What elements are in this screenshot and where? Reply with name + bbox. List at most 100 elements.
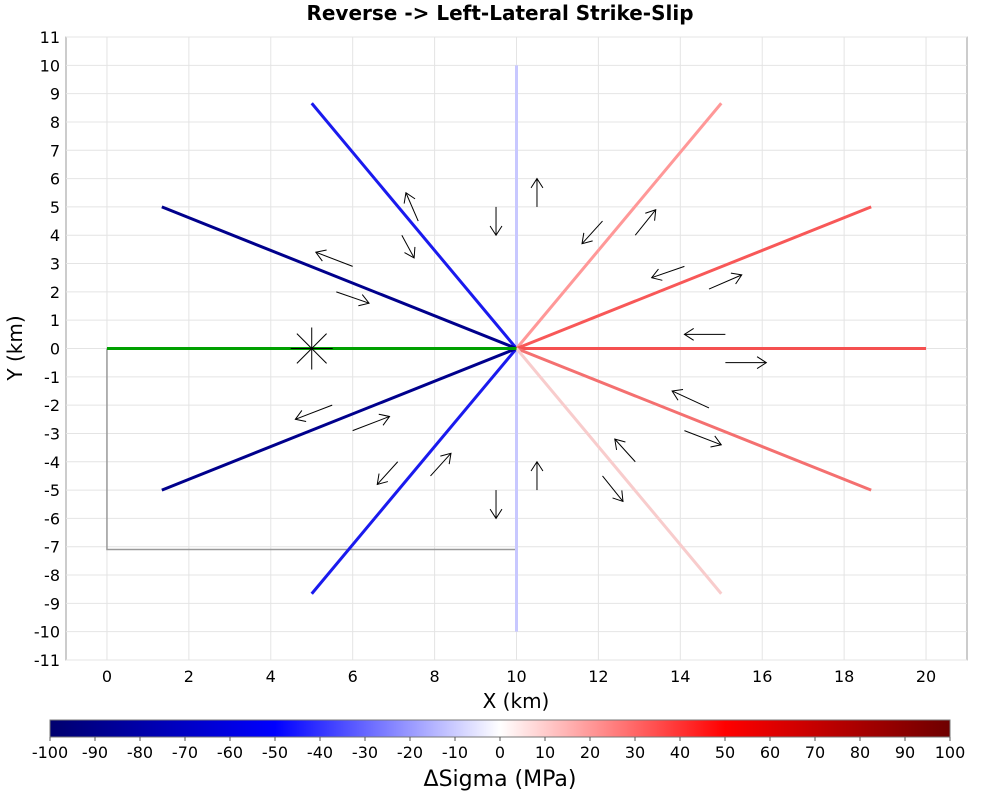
colorbar-tick-label: -100 bbox=[32, 743, 68, 762]
x-tick-label: 18 bbox=[834, 667, 854, 686]
slip-arrow-shaft bbox=[352, 415, 390, 432]
slip-arrow bbox=[352, 413, 391, 432]
slip-arrow bbox=[581, 220, 603, 245]
y-tick-label: 6 bbox=[50, 170, 60, 189]
slip-arrow-head bbox=[581, 232, 593, 245]
colorbar-tick-label: -50 bbox=[262, 743, 288, 762]
slip-arrow-head bbox=[530, 460, 544, 472]
fault-box-outline bbox=[106, 348, 517, 551]
y-tick-label: -1 bbox=[44, 368, 60, 387]
y-tick-label: 3 bbox=[50, 255, 60, 274]
x-axis-label: X (km) bbox=[483, 689, 550, 713]
hypocenter-star-stroke bbox=[296, 333, 327, 364]
slip-arrow-head bbox=[683, 327, 694, 341]
y-tick-label: 8 bbox=[50, 113, 60, 132]
x-tick-labels: 0 2 4 6 8 10 12 14 16 18 20 bbox=[102, 667, 936, 686]
slip-arrow bbox=[650, 265, 685, 281]
slip-arrow bbox=[403, 191, 419, 222]
slip-arrow bbox=[708, 272, 743, 290]
slip-arrow bbox=[530, 177, 544, 207]
slip-arrow-head bbox=[671, 388, 684, 401]
receiver-fault-line bbox=[515, 102, 723, 350]
receiver-fault-line bbox=[515, 347, 723, 595]
y-tick-label: 1 bbox=[50, 311, 60, 330]
colorbar-tick-labels: -100 -90 -80 -70 -60 -50 -40 -30 -20 -10 0 10 20 30 40… bbox=[32, 737, 965, 762]
y-tick-label: 9 bbox=[50, 85, 60, 104]
colorbar-tick-label: 70 bbox=[805, 743, 825, 762]
plot-marks bbox=[106, 65, 927, 632]
x-tick-label: 8 bbox=[429, 667, 439, 686]
slip-arrow-shaft bbox=[581, 220, 603, 245]
slip-arrow bbox=[294, 404, 333, 423]
slip-arrow-head bbox=[376, 473, 389, 486]
colorbar-tick-label: -80 bbox=[127, 743, 153, 762]
receiver-fault-line bbox=[310, 347, 518, 595]
slip-arrow bbox=[725, 356, 768, 370]
slip-arrow-head bbox=[710, 435, 723, 448]
slip-arrow-head bbox=[440, 452, 452, 465]
colorbar-tick-label: -70 bbox=[172, 743, 198, 762]
x-tick-label: 0 bbox=[102, 667, 112, 686]
colorbar-label: ΔSigma (MPa) bbox=[424, 767, 577, 792]
colorbar-tick-label: -60 bbox=[217, 743, 243, 762]
x-tick-label: 14 bbox=[670, 667, 690, 686]
y-tick-label: -2 bbox=[44, 396, 60, 415]
y-tick-label: -11 bbox=[34, 651, 60, 670]
receiver-fault-line bbox=[161, 347, 518, 492]
x-tick-label: 6 bbox=[348, 667, 358, 686]
colorbar-tick-label: 60 bbox=[760, 743, 780, 762]
slip-arrow-head bbox=[404, 246, 416, 259]
y-tick-label: 0 bbox=[50, 340, 60, 359]
slip-arrow-head bbox=[378, 413, 391, 426]
slip-arrow-shaft bbox=[376, 461, 399, 485]
slip-arrow-shaft bbox=[614, 438, 636, 463]
colorbar-tick-label: 0 bbox=[495, 743, 505, 762]
colorbar-tick-label: -90 bbox=[82, 743, 108, 762]
chart-title: Reverse -> Left-Lateral Strike-Slip bbox=[306, 1, 693, 25]
y-tick-label: -10 bbox=[34, 623, 60, 642]
slip-arrow-shaft bbox=[401, 234, 415, 259]
slip-arrow bbox=[671, 388, 710, 409]
y-tick-label: 5 bbox=[50, 198, 60, 217]
slip-arrow bbox=[376, 461, 399, 486]
colorbar-tick-label: 80 bbox=[850, 743, 870, 762]
receiver-fault-line bbox=[515, 347, 872, 492]
y-tick-label: 10 bbox=[40, 56, 60, 75]
slip-arrow-shaft bbox=[684, 430, 722, 446]
y-tick-label: -3 bbox=[44, 424, 60, 443]
slip-arrow-head bbox=[489, 508, 503, 520]
slip-arrow bbox=[602, 475, 624, 503]
slip-arrow-head bbox=[756, 356, 768, 370]
y-tick-label: 11 bbox=[40, 28, 60, 47]
x-tick-label: 2 bbox=[184, 667, 194, 686]
y-tick-label: -8 bbox=[44, 566, 60, 585]
y-axis-label: Y (km) bbox=[3, 315, 27, 381]
y-tick-label: -6 bbox=[44, 509, 60, 528]
colorbar-tick-label: 100 bbox=[935, 743, 966, 762]
slip-arrow-head bbox=[612, 490, 624, 503]
y-tick-label: 2 bbox=[50, 283, 60, 302]
colorbar-tick-label: 10 bbox=[535, 743, 555, 762]
receiver-fault-line bbox=[161, 205, 518, 350]
slip-arrow bbox=[530, 460, 544, 491]
y-tick-label: -9 bbox=[44, 594, 60, 613]
slip-arrow-shaft bbox=[405, 192, 419, 222]
x-tick-label: 4 bbox=[266, 667, 276, 686]
slip-arrow-shaft bbox=[295, 404, 333, 420]
slip-arrow-head bbox=[530, 177, 544, 189]
slip-arrow bbox=[336, 291, 370, 307]
slip-arrow-head bbox=[614, 438, 626, 451]
slip-arrow-shaft bbox=[430, 452, 452, 477]
colorbar-tick-label: 50 bbox=[715, 743, 735, 762]
slip-arrow bbox=[401, 234, 416, 259]
slip-arrow-shaft bbox=[651, 265, 685, 279]
slip-arrow-head bbox=[489, 225, 503, 237]
slip-arrow-head bbox=[650, 268, 663, 281]
slip-arrow bbox=[683, 327, 726, 341]
y-tick-label: -7 bbox=[44, 538, 60, 557]
y-tick-label: -5 bbox=[44, 481, 60, 500]
slip-arrow bbox=[684, 430, 723, 448]
slip-arrow bbox=[634, 209, 657, 236]
